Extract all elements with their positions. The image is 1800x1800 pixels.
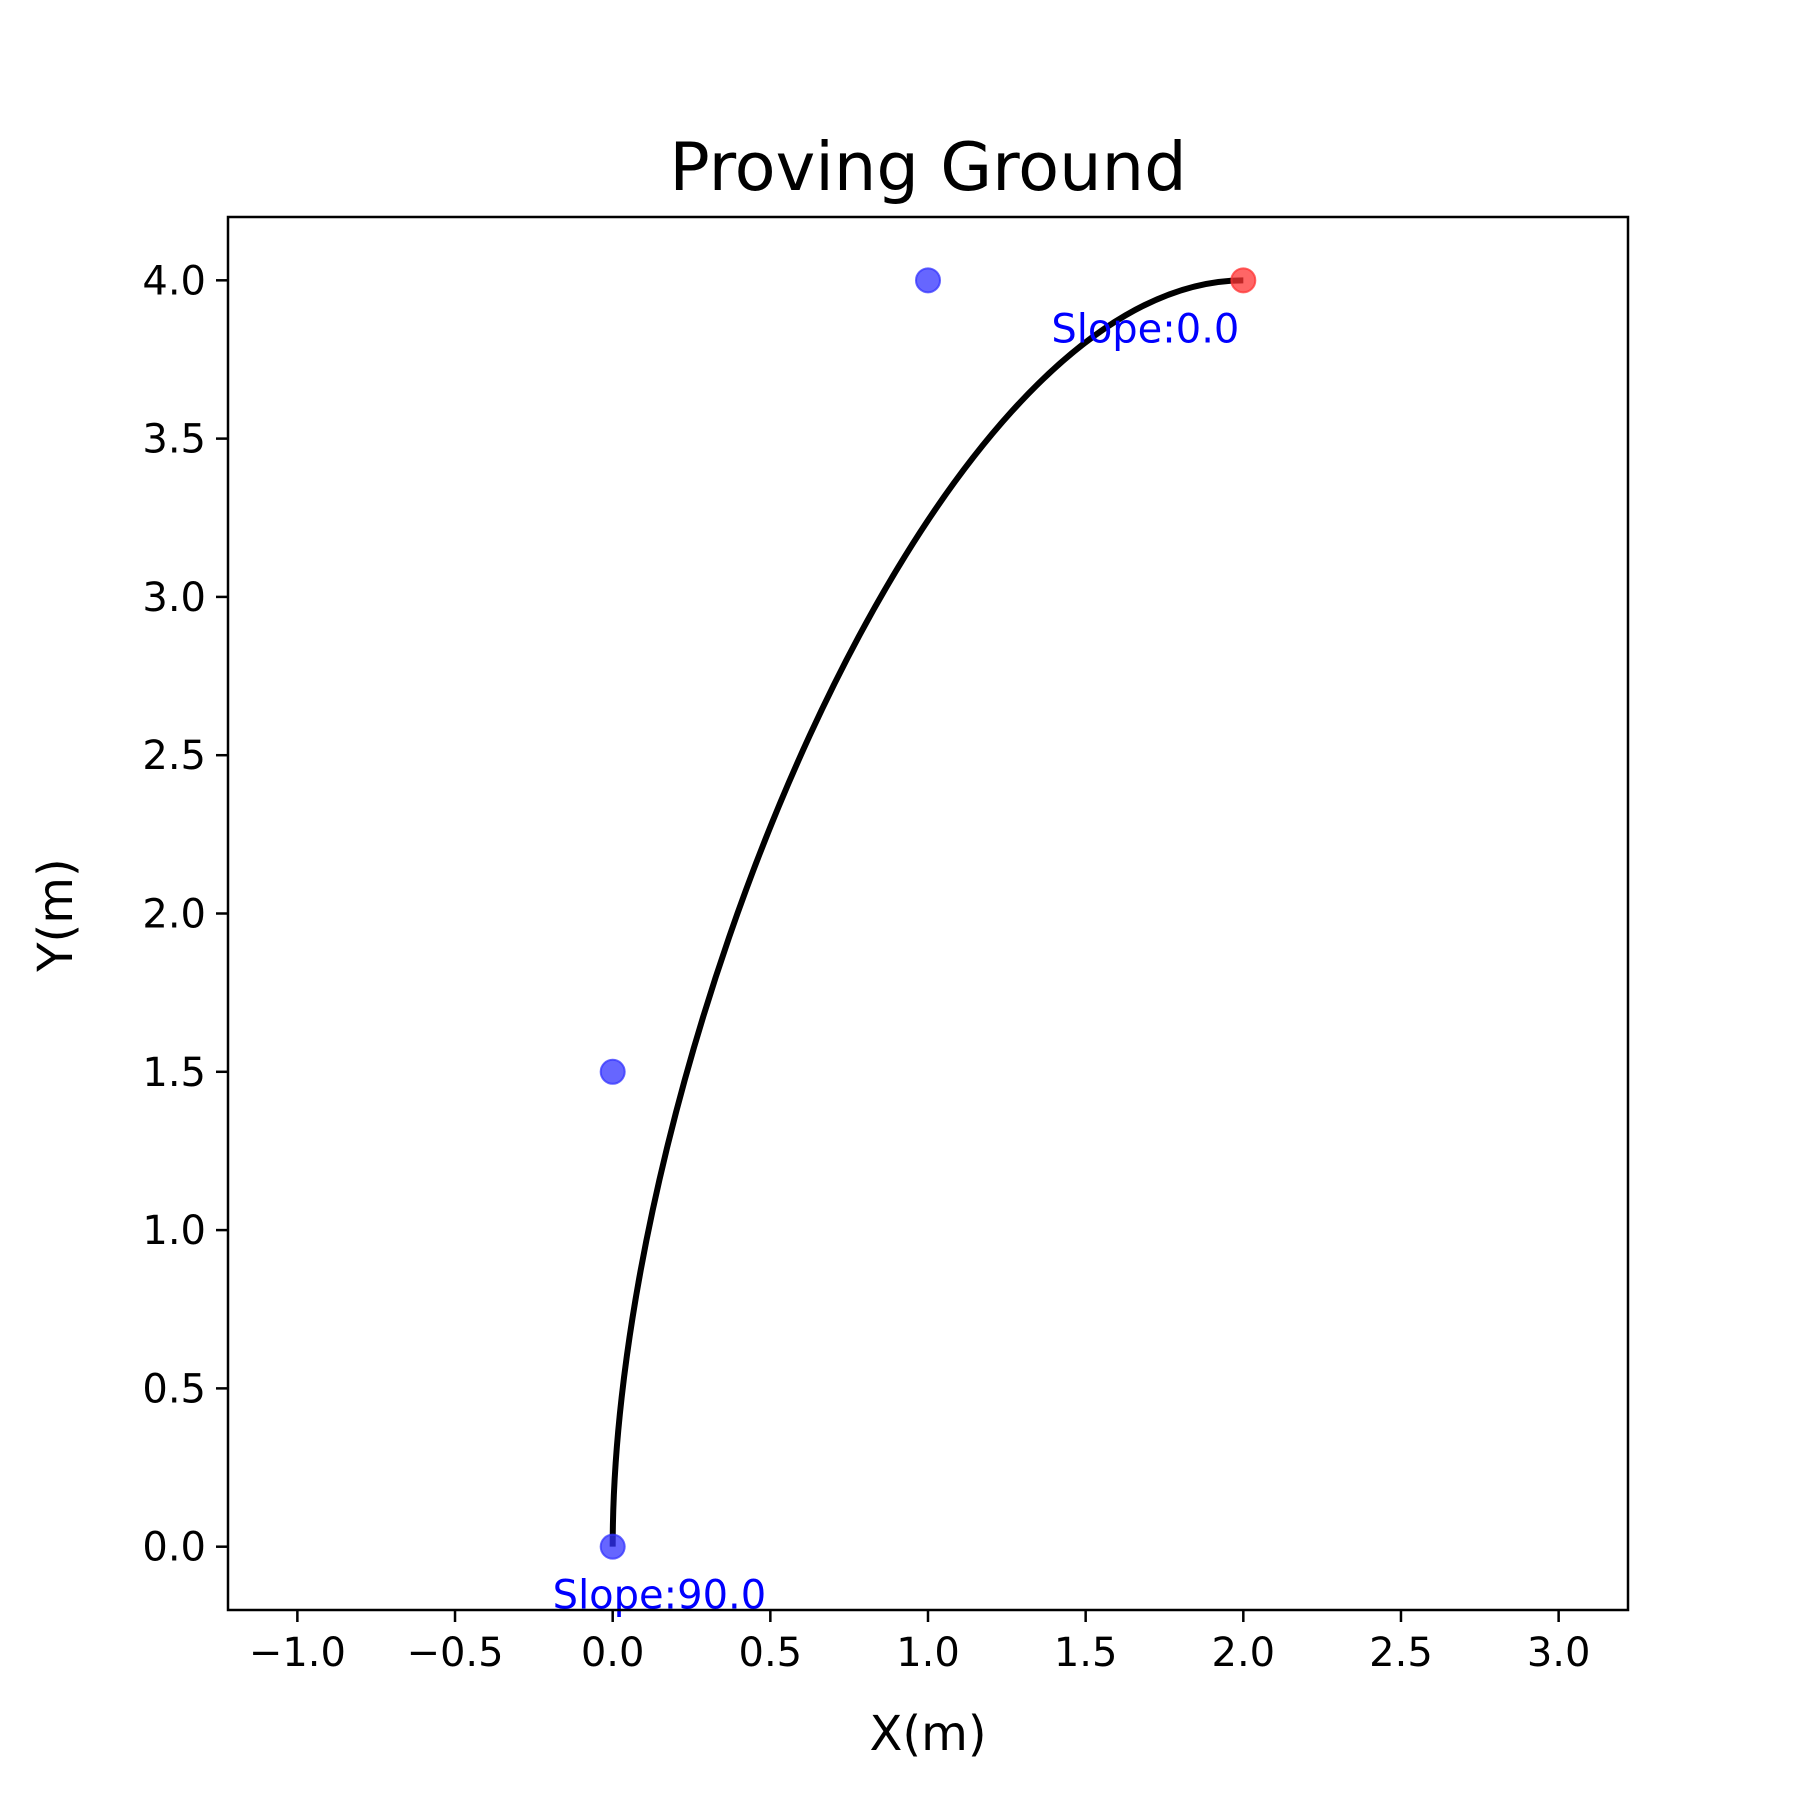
plot-area: Slope:90.0 Slope:0.0 −1.0 −0.5 0.0 0.5 1.0 1.5 2… [142,215,1630,1676]
y-tick-label-0: 0.0 [142,1525,206,1571]
y-tick-label-1: 0.5 [142,1366,206,1412]
y-tick-label-8: 4.0 [142,258,206,304]
data-point-2 [915,267,941,294]
chart-title: Proving Ground [669,128,1186,206]
x-tick-label-0: −1.0 [249,1630,346,1676]
y-tick-label-7: 3.5 [142,417,206,463]
y-axis-label: Y(m) [28,858,84,973]
x-tick-label-5: 1.5 [1054,1630,1118,1676]
x-tick-label-7: 2.5 [1369,1630,1433,1676]
y-tick-label-5: 2.5 [142,733,206,779]
annotation-1: Slope:0.0 [1051,306,1239,352]
trajectory-curve [609,277,1244,1547]
data-point-3 [1230,267,1257,294]
x-tick-label-8: 3.0 [1527,1630,1591,1676]
x-tick-label-6: 2.0 [1212,1630,1276,1676]
x-tick-label-4: 1.0 [896,1630,960,1676]
y-tick-label-6: 3.0 [142,575,206,621]
data-point-1 [599,1058,626,1085]
annotation-0: Slope:90.0 [553,1573,767,1619]
y-tick-label-3: 1.5 [142,1050,206,1096]
y-tick-label-2: 1.0 [142,1208,206,1254]
x-tick-label-2: 0.0 [581,1630,645,1676]
x-axis-label: X(m) [869,1706,986,1762]
y-tick-label-4: 2.0 [142,892,206,938]
x-tick-label-1: −0.5 [406,1630,503,1676]
x-tick-label-3: 0.5 [739,1630,803,1676]
data-point-0 [599,1533,626,1560]
plot-frame [226,215,1630,1612]
